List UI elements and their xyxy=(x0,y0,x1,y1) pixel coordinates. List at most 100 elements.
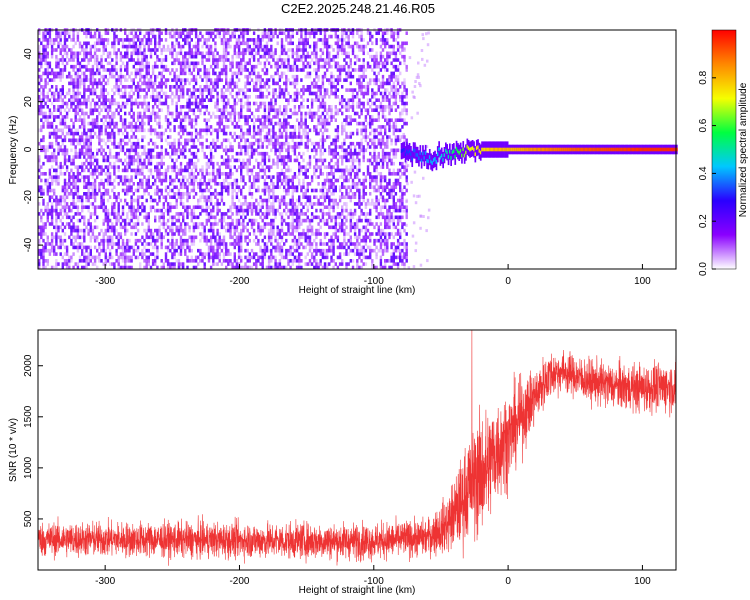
spectrogram-cell xyxy=(50,131,54,136)
spectrogram-cell xyxy=(186,255,189,260)
spectrogram-cell xyxy=(93,105,97,109)
spectrogram-cell xyxy=(257,71,260,76)
spectrogram-cell xyxy=(227,125,230,129)
spectrogram-cell xyxy=(104,105,107,109)
spectrogram-cell xyxy=(132,182,135,186)
spectrogram-cell xyxy=(149,205,153,209)
spectrogram-cell xyxy=(139,61,142,66)
spectrogram-cell xyxy=(190,218,193,223)
spectrogram-cell xyxy=(46,188,49,193)
spectrogram-cell xyxy=(63,108,67,112)
spectrogram-cell xyxy=(287,115,290,119)
spectrogram-cell xyxy=(158,95,161,99)
spectrogram-cell xyxy=(229,232,232,236)
spectrogram-cell xyxy=(298,232,301,236)
spectrogram-cell xyxy=(298,218,301,223)
spectrogram-cell xyxy=(175,118,178,122)
spectrogram-cell xyxy=(188,228,191,233)
spectrogram-cell xyxy=(229,44,232,49)
spectrogram-cell xyxy=(283,95,286,99)
spectrogram-cell xyxy=(203,85,206,89)
spectrogram-cell xyxy=(91,64,95,69)
spectrogram-cell xyxy=(136,222,140,226)
spectrogram-cell xyxy=(158,235,161,240)
spectrogram-cell xyxy=(248,115,251,119)
spectrogram-cell xyxy=(276,158,279,163)
spectrogram-cell xyxy=(212,61,215,66)
spectrogram-cell xyxy=(72,205,75,209)
spectrogram-cell xyxy=(147,128,150,133)
spectrogram-cell xyxy=(106,255,110,260)
spectrogram-cell xyxy=(248,161,251,166)
spectrogram-cell xyxy=(160,232,163,236)
spectrogram-cell xyxy=(83,145,86,149)
spectrogram-cell xyxy=(63,34,67,39)
spectrogram-cell xyxy=(225,118,228,122)
spectrogram-cell xyxy=(83,51,86,56)
spectrogram-cell xyxy=(201,51,204,56)
spectrogram-cell xyxy=(257,105,260,109)
spectrogram-cell xyxy=(214,64,217,69)
spectrogram-cell xyxy=(83,185,86,189)
spectrogram-cell xyxy=(139,51,142,56)
spectrogram-cell xyxy=(291,185,294,189)
spectrogram-cell xyxy=(298,172,301,176)
spectrogram-cell xyxy=(216,232,219,236)
spectrogram-cell xyxy=(162,64,165,69)
spectrogram-cell xyxy=(237,41,241,46)
spectrogram-cell xyxy=(240,235,243,240)
spectrogram-cell xyxy=(306,131,309,136)
spectrogram-cell xyxy=(250,118,254,122)
spectrogram-cell xyxy=(63,44,67,49)
spectrogram-cell xyxy=(265,175,269,179)
spectrogram-cell xyxy=(171,262,174,266)
spectrogram-cell xyxy=(302,212,305,216)
spectrogram-cell xyxy=(233,108,236,112)
spectrogram-cell xyxy=(304,31,307,35)
spectrogram-cell xyxy=(102,74,105,79)
spectrogram-cell xyxy=(179,68,183,72)
spectrogram-cell xyxy=(74,148,77,153)
spectrogram-cell xyxy=(164,185,168,189)
spectrogram-cell xyxy=(126,161,129,166)
spectrogram-cell xyxy=(171,111,174,116)
spectrogram-cell xyxy=(197,61,200,66)
spectrogram-cell xyxy=(124,78,127,82)
spectrogram-cell xyxy=(166,225,170,230)
spectrogram-cell xyxy=(81,252,84,256)
spectrogram-cell xyxy=(100,85,103,89)
spectrogram-cell xyxy=(70,259,73,263)
spectrogram-cell xyxy=(63,245,67,250)
spectrogram-cell xyxy=(59,212,62,216)
spectrogram-cell xyxy=(280,121,284,126)
spectrogram-cell xyxy=(287,222,290,226)
spectrogram-cell xyxy=(175,259,178,263)
spectrogram-cell xyxy=(291,228,294,233)
spectrogram-cell xyxy=(55,235,58,240)
spectrogram-cell xyxy=(188,95,191,99)
spectrogram-cell xyxy=(171,54,174,59)
spectrogram-cell xyxy=(233,242,236,246)
spectrogram-cell xyxy=(293,158,297,163)
spectrogram-cell xyxy=(175,85,178,89)
spectrogram-cell xyxy=(229,105,232,109)
spectrogram-cell xyxy=(44,242,47,246)
spectrogram-cell xyxy=(295,242,299,246)
spectrogram-cell xyxy=(190,48,193,52)
spectrogram-cell xyxy=(143,245,146,250)
spectrogram-cell xyxy=(78,228,82,233)
spectrogram-cell xyxy=(149,48,153,52)
spectrogram-cell xyxy=(76,105,80,109)
spectrogram-cell xyxy=(55,58,58,62)
figure-title: C2E2.2025.248.21.46.R05 xyxy=(281,1,435,16)
spectrogram-cell xyxy=(179,135,183,139)
spectrogram-cell xyxy=(175,225,178,230)
spectrogram-cell xyxy=(119,245,123,250)
spectrogram-cell xyxy=(207,111,211,116)
spectrogram-cell xyxy=(225,188,228,193)
spectrogram-cell xyxy=(197,95,200,99)
spectrogram-cell xyxy=(190,161,193,166)
spectrogram-cell xyxy=(201,91,204,96)
spectrogram-cell xyxy=(280,74,284,79)
spectrogram-cell xyxy=(100,41,103,46)
